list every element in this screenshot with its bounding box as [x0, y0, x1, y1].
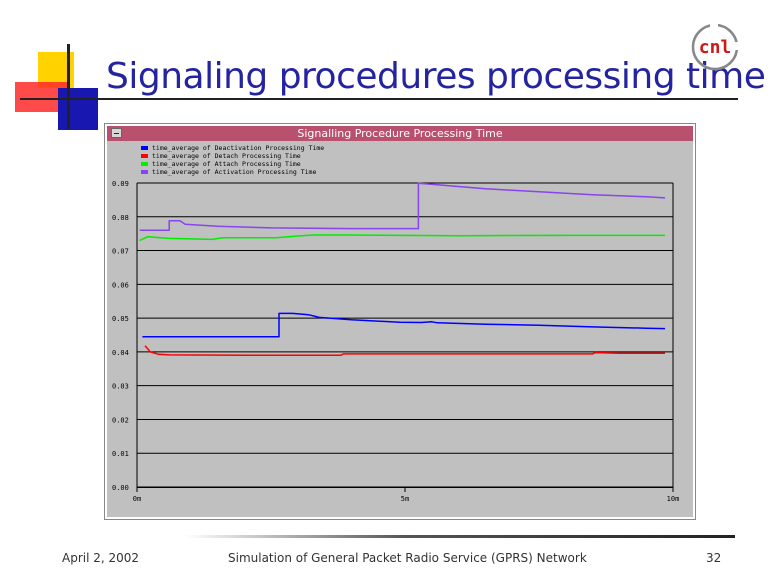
legend-swatch-2 [141, 154, 148, 158]
x-tick-label: 0m [133, 495, 141, 503]
legend-swatch-1 [141, 146, 148, 150]
legend-label-4: time_average of Activation Processing Ti… [152, 168, 316, 176]
cnl-logo: cnl [691, 21, 742, 71]
series-line-1 [142, 312, 666, 338]
decor-blue-square [58, 88, 98, 130]
page-title: Signaling procedures processing time [106, 56, 766, 97]
series-line-4 [139, 182, 666, 232]
axis-layer: 0.00 0.01 0.02 0.03 0.04 0.05 0.06 0.07 0.08 0.09… [112, 180, 679, 503]
legend-label-2: time_average of Detach Processing Time [152, 152, 301, 160]
y-tick-label: 0.02 [112, 416, 129, 424]
legend-layer: time_average of Deactivation Processing … [141, 144, 324, 176]
legend-label-1: time_average of Deactivation Processing … [152, 144, 324, 152]
footer-divider [185, 535, 735, 538]
legend-swatch-4 [141, 170, 148, 174]
x-tick-label: 5m [401, 495, 409, 503]
footer-date: April 2, 2002 [62, 551, 140, 565]
chart-plot: 0.00 0.01 0.02 0.03 0.04 0.05 0.06 0.07 0.08 0.09… [107, 141, 693, 517]
y-tick-label: 0.08 [112, 214, 129, 222]
decor-vertical-line [67, 44, 70, 130]
y-tick-label: 0.06 [112, 281, 129, 289]
chart-titlebar: Signalling Procedure Processing Time [107, 126, 693, 141]
footer-title: Simulation of General Packet Radio Servi… [228, 551, 587, 565]
series-line-3 [139, 234, 665, 242]
y-tick-label: 0.04 [112, 349, 129, 357]
legend-swatch-3 [141, 162, 148, 166]
window-menu-button[interactable] [111, 128, 122, 138]
series-line-2 [144, 345, 665, 357]
plot-background [107, 141, 693, 517]
x-tick-label: 10m [667, 495, 680, 503]
chart-window-title: Signalling Procedure Processing Time [297, 127, 503, 140]
y-tick-label: 0.03 [112, 383, 129, 391]
y-tick-label: 0.01 [112, 450, 129, 458]
y-tick-label: 0.09 [112, 180, 129, 188]
decor-horizontal-line [20, 98, 738, 100]
legend-label-3: time_average of Attach Processing Time [152, 160, 301, 168]
grid-layer [137, 182, 673, 488]
y-tick-label: 0.07 [112, 248, 129, 256]
y-tick-label: 0.00 [112, 484, 129, 492]
y-tick-label: 0.05 [112, 315, 129, 323]
chart-window: Signalling Procedure Processing Time 0.0… [104, 123, 696, 520]
footer-page-number: 32 [706, 551, 722, 565]
series-layer [139, 182, 666, 357]
logo-text: cnl [699, 37, 732, 58]
